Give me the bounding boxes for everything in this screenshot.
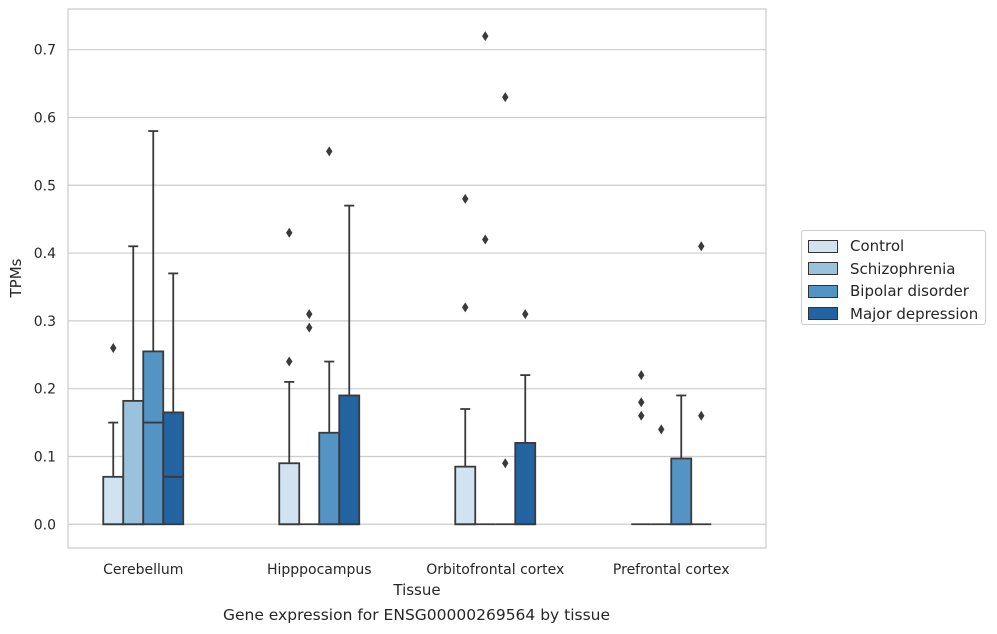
outlier-point [462,193,469,204]
outlier-point [638,397,645,408]
legend-swatch [808,239,838,253]
outlier-point [638,370,645,381]
legend-label: Schizophrenia [850,259,956,278]
box-bipolar-disorder [142,130,165,526]
outlier-point [698,410,705,421]
outlier-point [462,302,469,313]
box-control [102,342,125,526]
legend-swatch [808,284,838,298]
outlier-point [286,227,293,238]
figure-caption: Gene expression for ENSG00000269564 by t… [222,606,611,624]
y-tick-label: 0.1 [34,449,56,465]
box-groups [102,31,712,526]
box-body [278,462,301,526]
legend-label: Major depression [850,304,979,323]
y-tick-label: 0.2 [34,382,56,398]
box-bipolar-disorder [495,92,516,526]
legend-item: Major depression [808,303,979,326]
x-tick-label: Hipppocampus [267,562,372,578]
box-major-depression [338,204,361,526]
box-control [631,370,652,526]
y-tick-label: 0.5 [34,178,56,194]
x-tick-label: Prefrontal cortex [613,562,730,578]
x-axis-ticks: Cerebellum Hipppocampus Orbitofrontal cort… [103,562,729,578]
box-major-depression [162,272,185,526]
grid-lines [68,49,766,525]
box-body [122,399,145,526]
box-body [162,411,185,526]
y-tick-label: 0.3 [34,314,56,330]
outlier-point [698,241,705,252]
y-tick-label: 0.6 [34,110,56,126]
box-body [102,475,125,526]
y-axis-label: TPMs [7,258,25,298]
x-axis-label: Tissue [392,581,440,599]
legend-item: Bipolar disorder [808,280,979,303]
y-tick-label: 0.0 [34,517,56,533]
legend-item: Schizophrenia [808,258,979,281]
outlier-point [306,309,313,320]
box-schizophrenia [122,245,145,526]
outlier-point [522,309,529,320]
box-body [670,457,693,526]
box-major-depression [691,241,712,526]
box-control [454,193,477,526]
plot-frame [67,8,767,549]
outlier-point [482,31,489,42]
box-body [514,442,537,526]
box-major-depression [514,309,537,526]
box-body [318,431,341,526]
legend-item: Control [808,235,979,258]
outlier-point [306,322,313,333]
legend-swatch [808,307,838,321]
box-body [338,394,361,526]
outlier-point [502,92,509,103]
legend: Control Schizophrenia Bipolar disorder Majo… [801,230,986,325]
outlier-point [502,458,509,469]
x-tick-label: Cerebellum [103,562,183,578]
outlier-point [110,342,117,353]
y-tick-label: 0.7 [34,43,56,59]
x-tick-label: Orbitofrontal cortex [426,562,564,578]
box-bipolar-disorder [670,394,693,526]
outlier-point [326,146,333,157]
y-axis-ticks: 0.0 0.1 0.2 0.3 0.4 0.5 0.6 0.7 [34,43,56,534]
box-body [454,465,477,526]
legend-swatch [808,262,838,276]
box-bipolar-disorder [318,146,341,526]
y-tick-label: 0.4 [34,246,56,262]
legend-label: Bipolar disorder [850,282,969,301]
outlier-point [638,410,645,421]
outlier-point [658,424,665,435]
box-control [278,227,301,526]
box-schizophrenia [299,309,320,526]
box-schizophrenia [475,31,496,526]
box-schizophrenia [651,424,672,526]
outlier-point [286,356,293,367]
legend-label: Control [850,237,905,256]
box-body [142,350,165,526]
outlier-point [482,234,489,245]
